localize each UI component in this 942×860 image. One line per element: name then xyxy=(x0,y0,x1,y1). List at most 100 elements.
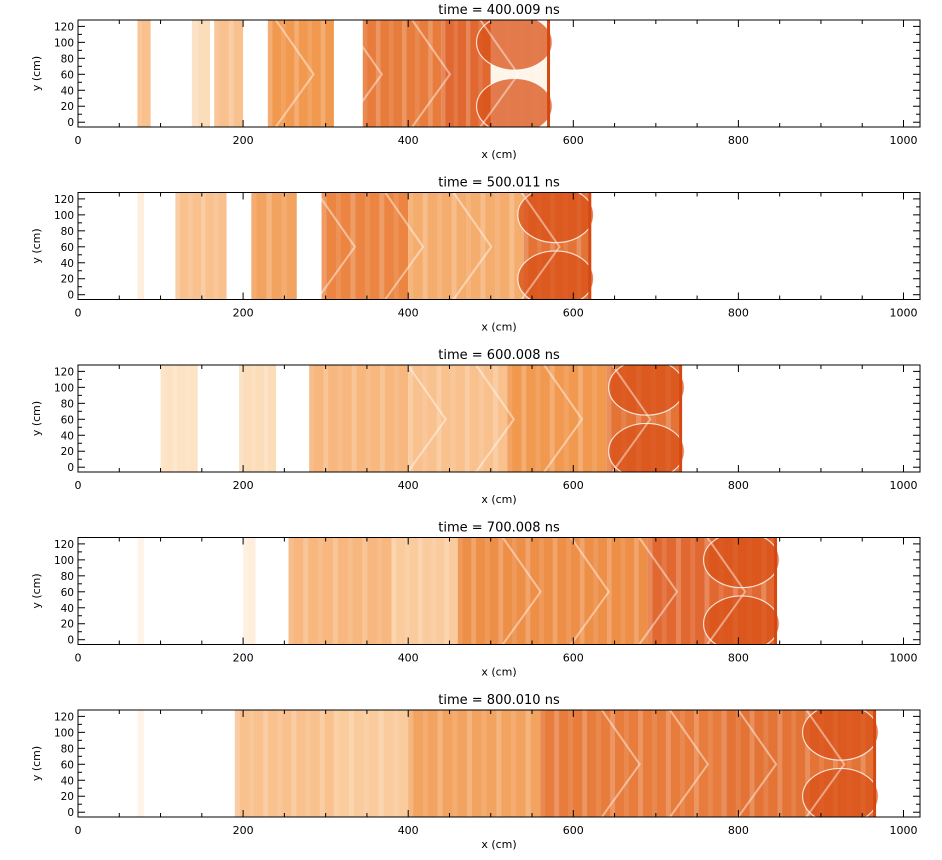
density-streak xyxy=(525,710,531,817)
density-streak xyxy=(365,365,371,472)
y-tick-label: 120 xyxy=(54,194,74,206)
density-streak xyxy=(525,537,531,645)
density-streak xyxy=(457,537,463,645)
density-streak xyxy=(578,365,583,472)
y-tick-label: 40 xyxy=(61,85,74,97)
density-streak xyxy=(620,537,626,645)
density-field xyxy=(137,537,780,645)
density-band xyxy=(408,710,541,817)
density-streak xyxy=(452,710,458,817)
density-streak xyxy=(510,710,517,817)
density-streak xyxy=(666,710,671,817)
x-tick-label: 400 xyxy=(398,307,419,320)
density-streak xyxy=(347,537,353,645)
density-streak xyxy=(288,537,294,645)
density-band xyxy=(408,365,508,472)
y-tick-label: 0 xyxy=(67,635,74,647)
density-streak xyxy=(337,365,343,472)
wave-trace xyxy=(411,20,452,127)
panel-title: time = 600.008 ns xyxy=(438,348,560,363)
panel-title: time = 800.010 ns xyxy=(438,693,560,708)
density-streak xyxy=(481,710,487,817)
density-streak xyxy=(251,192,257,300)
density-streak xyxy=(832,710,838,817)
y-tick-label: 80 xyxy=(61,743,74,755)
density-streak xyxy=(721,710,727,817)
density-streak xyxy=(393,192,399,300)
density-streak xyxy=(363,710,369,817)
density-streak xyxy=(379,365,385,472)
x-tick-label: 800 xyxy=(728,134,749,147)
density-streak xyxy=(415,20,420,127)
x-tick-label: 800 xyxy=(728,307,749,320)
density-streak xyxy=(453,20,458,127)
density-streak xyxy=(634,537,639,645)
density-streak xyxy=(137,20,143,127)
density-streak xyxy=(652,710,657,817)
density-streak xyxy=(317,537,324,645)
x-tick-label: 800 xyxy=(728,479,749,492)
density-streak xyxy=(263,710,269,817)
y-tick-label: 100 xyxy=(54,555,74,567)
density-streak xyxy=(350,192,356,300)
density-streak xyxy=(294,20,299,127)
x-axis-label: x (cm) xyxy=(481,493,516,506)
density-streak xyxy=(431,537,436,645)
density-streak xyxy=(735,710,741,817)
density-band xyxy=(137,20,151,127)
panel-3: 0 200 400 600 800 1000 0 20 40 60 80 100 120 time = 6… xyxy=(30,348,921,506)
density-streak xyxy=(535,365,541,472)
wave-trace xyxy=(475,365,516,472)
density-band xyxy=(267,20,334,127)
density-streak xyxy=(391,537,397,645)
wave-trace xyxy=(479,20,520,127)
density-streak xyxy=(494,192,500,300)
density-streak xyxy=(188,192,193,300)
shock-lobe-edge xyxy=(702,595,780,645)
density-streak xyxy=(321,192,327,300)
density-streak xyxy=(404,537,410,645)
density-streak xyxy=(137,710,140,817)
density-streak xyxy=(466,710,473,817)
density-streak xyxy=(309,365,315,472)
density-streak xyxy=(650,365,657,472)
plot-frame xyxy=(77,192,921,300)
x-tick-label: 400 xyxy=(398,652,419,665)
y-tick-label: 0 xyxy=(67,290,74,302)
density-streak xyxy=(860,710,866,817)
density-streak xyxy=(465,192,472,300)
density-streak xyxy=(550,192,555,300)
density-streak xyxy=(422,192,428,300)
density-streak xyxy=(303,537,309,645)
x-tick-label: 600 xyxy=(563,652,584,665)
density-streak xyxy=(402,20,407,127)
density-streak xyxy=(243,537,248,645)
density-streak xyxy=(539,537,544,645)
density-streak xyxy=(777,710,783,817)
y-tick-label: 60 xyxy=(61,414,74,426)
density-streak xyxy=(362,537,368,645)
density-streak xyxy=(805,710,811,817)
density-streak xyxy=(214,20,220,127)
density-band xyxy=(309,365,409,472)
x-tick-label: 0 xyxy=(75,479,82,492)
density-streak xyxy=(175,192,180,300)
density-streak xyxy=(277,710,283,817)
density-streak xyxy=(596,710,602,817)
density-streak xyxy=(471,537,477,645)
density-band xyxy=(137,537,145,645)
density-band xyxy=(238,365,277,472)
y-tick-label: 60 xyxy=(61,69,74,81)
density-streak xyxy=(333,710,340,817)
density-band xyxy=(214,20,244,127)
wave-trace xyxy=(737,710,778,817)
wave-trace xyxy=(570,537,611,645)
y-tick-label: 80 xyxy=(61,398,74,410)
density-streak xyxy=(238,365,244,472)
density-streak xyxy=(624,710,629,817)
density-streak xyxy=(498,537,504,645)
x-tick-label: 600 xyxy=(563,824,584,837)
density-streak xyxy=(554,710,560,817)
density-streak xyxy=(566,537,571,645)
shock-lobe xyxy=(703,537,780,588)
